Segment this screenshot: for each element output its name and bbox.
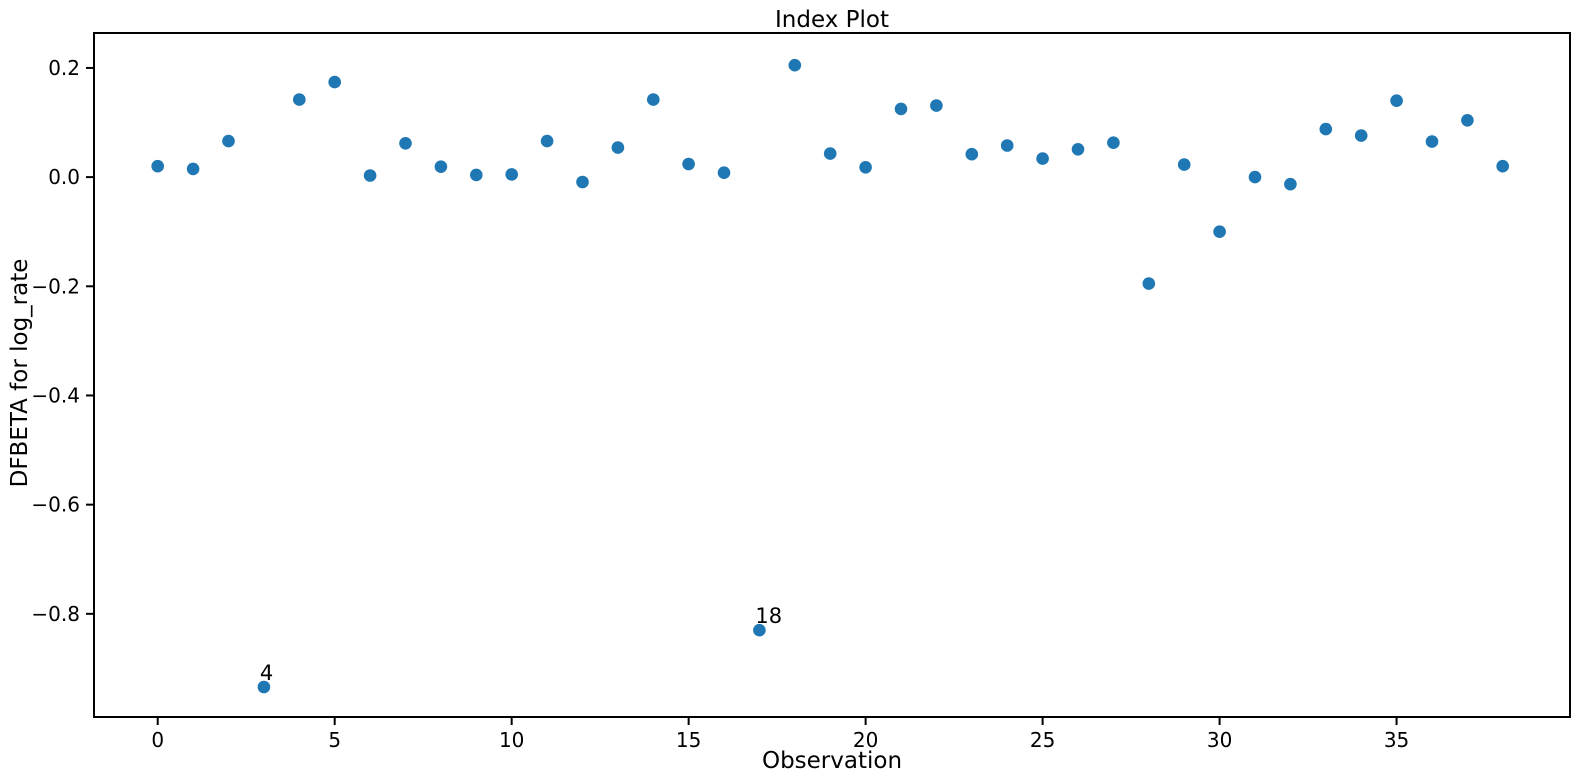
x-tick-label: 0 <box>151 728 164 752</box>
data-point <box>399 137 412 150</box>
x-tick-label: 25 <box>1030 728 1055 752</box>
y-tick-label: −0.6 <box>31 493 80 517</box>
x-tick-label: 15 <box>676 728 701 752</box>
data-point <box>859 161 872 174</box>
x-tick-label: 30 <box>1207 728 1232 752</box>
data-point <box>682 157 695 171</box>
data-point <box>151 159 164 173</box>
data-point <box>1142 277 1156 290</box>
data-point <box>788 58 802 72</box>
y-axis-label: DFBETA for log_rate <box>7 258 33 488</box>
data-point <box>576 175 589 189</box>
data-point <box>540 134 554 148</box>
data-point <box>965 147 979 161</box>
y-tick-label: −0.8 <box>31 602 80 626</box>
data-point <box>894 102 908 116</box>
data-point <box>1319 122 1333 136</box>
data-point <box>328 75 342 89</box>
data-point <box>717 166 731 179</box>
data-point <box>1177 158 1191 171</box>
y-tick-label: −0.2 <box>31 274 80 298</box>
data-point <box>823 147 837 160</box>
chart-title: Index Plot <box>775 7 889 33</box>
data-point <box>1461 114 1474 127</box>
data-point <box>363 169 377 182</box>
x-tick-label: 35 <box>1384 728 1409 752</box>
annotation-label: 4 <box>260 661 273 685</box>
data-point <box>611 141 625 154</box>
annotation-label: 18 <box>755 604 782 628</box>
x-axis-label: Observation <box>761 748 903 774</box>
axes-box <box>93 32 1571 718</box>
data-point <box>930 99 943 112</box>
data-point <box>434 160 448 173</box>
x-tick-label: 10 <box>499 728 524 752</box>
data-point <box>1248 170 1262 184</box>
data-point <box>1107 136 1120 149</box>
y-tick-label: −0.4 <box>31 383 80 407</box>
x-tick-label: 20 <box>853 728 878 752</box>
data-point <box>1284 177 1297 191</box>
data-point <box>222 134 235 148</box>
data-point <box>257 680 271 694</box>
y-tick-label: 0.0 <box>48 165 80 189</box>
data-point <box>1496 159 1509 173</box>
y-tick-label: 0.2 <box>48 56 80 80</box>
x-tick-label: 5 <box>328 728 341 752</box>
data-point <box>1071 143 1085 156</box>
data-point <box>505 168 518 181</box>
data-point <box>293 93 306 106</box>
data-point <box>753 623 766 637</box>
data-point <box>1354 129 1368 142</box>
data-point <box>1036 152 1049 165</box>
data-point <box>1000 139 1014 152</box>
data-point <box>470 168 483 182</box>
data-point <box>1425 135 1439 148</box>
data-point <box>1390 94 1403 107</box>
data-point <box>186 162 200 176</box>
data-point <box>1213 225 1226 238</box>
data-point <box>647 93 660 106</box>
